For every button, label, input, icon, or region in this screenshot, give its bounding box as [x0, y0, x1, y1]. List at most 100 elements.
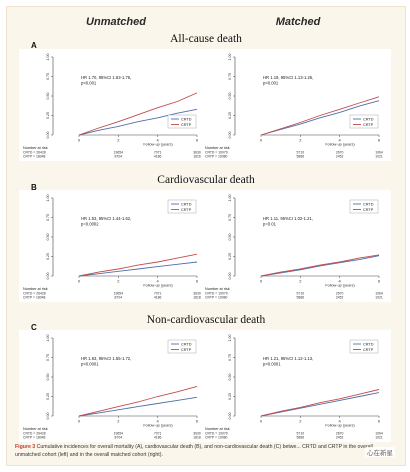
- hr-annotation: p=0.0002: [81, 222, 99, 227]
- section-title-b: Cardiovascular death: [157, 174, 255, 186]
- section-title-c: Non-cardiovascular death: [146, 314, 266, 326]
- series-line-crtp: [78, 253, 198, 277]
- risk-value: 3630: [193, 151, 201, 155]
- series-line-crtp: [260, 389, 380, 417]
- x-tick-label: 4: [339, 138, 342, 143]
- x-tick-label: 2: [299, 419, 302, 424]
- section-letter-c: C: [31, 323, 37, 332]
- x-tick-label: 4: [157, 419, 160, 424]
- risk-value: 2670: [336, 151, 344, 155]
- figure-label: Figure 3: [15, 444, 36, 450]
- x-tick-label: 6: [196, 138, 199, 143]
- hr-annotation: HR 1.70, 95%CI 1.63-1.76,: [81, 75, 131, 80]
- section-title-a: All-cause death: [170, 33, 242, 45]
- y-tick-label: 0.50: [46, 374, 50, 381]
- risk-value: 8704: [115, 155, 123, 159]
- series-line-crtd: [260, 100, 380, 136]
- risk-value: 5886: [297, 296, 305, 300]
- risk-row-label: CRTD = 26428: [23, 432, 46, 436]
- panel-background: [201, 49, 391, 161]
- y-tick-label: 0.75: [228, 73, 232, 80]
- risk-value: 4186: [154, 155, 162, 159]
- y-tick-label: 0.75: [228, 354, 232, 361]
- risk-row-label: CRTP = 10080: [205, 155, 228, 159]
- legend-label-crtd: CRTD: [181, 202, 192, 206]
- column-heading-unmatched: Unmatched: [86, 16, 146, 28]
- risk-value: 2452: [336, 296, 344, 300]
- risk-value: 1064: [375, 292, 383, 296]
- y-tick-label: 0.25: [46, 253, 50, 260]
- risk-row-label: CRTP = 18048: [23, 436, 46, 440]
- risk-value: 19654: [114, 292, 124, 296]
- risk-row-label: CRTP = 18048: [23, 296, 46, 300]
- y-tick-label: 0.25: [46, 393, 50, 400]
- risk-value: 1021: [375, 296, 383, 300]
- y-tick-label: 0.00: [46, 132, 50, 139]
- risk-row-label: CRTP = 10080: [205, 436, 228, 440]
- legend-label-crtp: CRTP: [181, 208, 192, 212]
- risk-value: 1818: [193, 296, 201, 300]
- risk-table-title: Number at risk: [23, 287, 48, 291]
- risk-value: 3630: [193, 432, 201, 436]
- risk-value: 1064: [375, 151, 383, 155]
- legend-label-crtd: CRTD: [363, 202, 374, 206]
- y-tick-label: 1.00: [46, 195, 50, 202]
- x-tick-label: 2: [299, 138, 302, 143]
- risk-value: 2670: [336, 432, 344, 436]
- y-tick-label: 0.00: [46, 413, 50, 420]
- x-tick-label: 0: [260, 138, 263, 143]
- risk-value: 7071: [154, 151, 162, 155]
- y-tick-label: 0.25: [228, 112, 232, 119]
- x-tick-label: 0: [78, 279, 81, 284]
- x-tick-label: 0: [78, 138, 81, 143]
- y-tick-label: 0.00: [46, 273, 50, 280]
- series-line-crtd: [78, 396, 198, 417]
- x-tick-label: 0: [78, 419, 81, 424]
- y-tick-label: 0.75: [228, 214, 232, 221]
- risk-value: 5886: [297, 436, 305, 440]
- chart-c-matched: 1.00 0.75 0.50 0.25 0.00 0 2 4 6 Follow-up (years…: [201, 330, 391, 442]
- y-tick-label: 1.00: [228, 335, 232, 342]
- y-tick-label: 0.50: [46, 93, 50, 100]
- x-axis-label: Follow-up (years): [325, 284, 355, 288]
- chart-b-unmatched: 1.00 0.75 0.50 0.25 0.00 0 2 4 6 Follow-up (years…: [19, 190, 209, 302]
- x-tick-label: 2: [117, 279, 120, 284]
- legend-label-crtp: CRTP: [181, 123, 192, 127]
- y-tick-label: 0.75: [46, 214, 50, 221]
- risk-row-label: CRTP = 10080: [205, 296, 228, 300]
- risk-value: 1021: [375, 436, 383, 440]
- risk-table-title: Number at risk: [205, 287, 230, 291]
- x-tick-label: 4: [339, 279, 342, 284]
- x-tick-label: 0: [260, 279, 263, 284]
- x-axis-label: Follow-up (years): [325, 143, 355, 147]
- x-tick-label: 0: [260, 419, 263, 424]
- series-line-crtd: [260, 255, 380, 277]
- risk-row-label: CRTP = 18048: [23, 155, 46, 159]
- section-letter-b: B: [31, 183, 37, 192]
- legend-label-crtp: CRTP: [363, 208, 374, 212]
- risk-table-title: Number at risk: [23, 427, 48, 431]
- hr-annotation: p<0.0001: [81, 362, 99, 367]
- series-line-crtp: [260, 254, 380, 277]
- risk-value: 1064: [375, 432, 383, 436]
- x-tick-label: 4: [157, 138, 160, 143]
- x-tick-label: 6: [196, 419, 199, 424]
- legend-label-crtd: CRTD: [363, 117, 374, 121]
- series-line-crtp: [260, 96, 380, 136]
- y-tick-label: 1.00: [228, 54, 232, 61]
- risk-value: 1021: [375, 155, 383, 159]
- series-line-crtp: [78, 385, 198, 417]
- hr-annotation: p=0.01: [263, 222, 277, 227]
- x-axis-label: Follow-up (years): [143, 284, 173, 288]
- risk-value: 8704: [115, 296, 123, 300]
- risk-value: 5710: [297, 292, 305, 296]
- risk-row-label: CRTD = 10079: [205, 151, 228, 155]
- figure-caption: Figure 3 Cumulative incidences for overa…: [15, 444, 399, 459]
- x-axis-label: Follow-up (years): [325, 424, 355, 428]
- y-tick-label: 0.00: [228, 132, 232, 139]
- risk-value: 1816: [193, 155, 201, 159]
- hr-annotation: p<0.0001: [263, 362, 281, 367]
- x-axis-label: Follow-up (years): [143, 143, 173, 147]
- x-tick-label: 6: [378, 419, 381, 424]
- y-tick-label: 0.50: [228, 234, 232, 241]
